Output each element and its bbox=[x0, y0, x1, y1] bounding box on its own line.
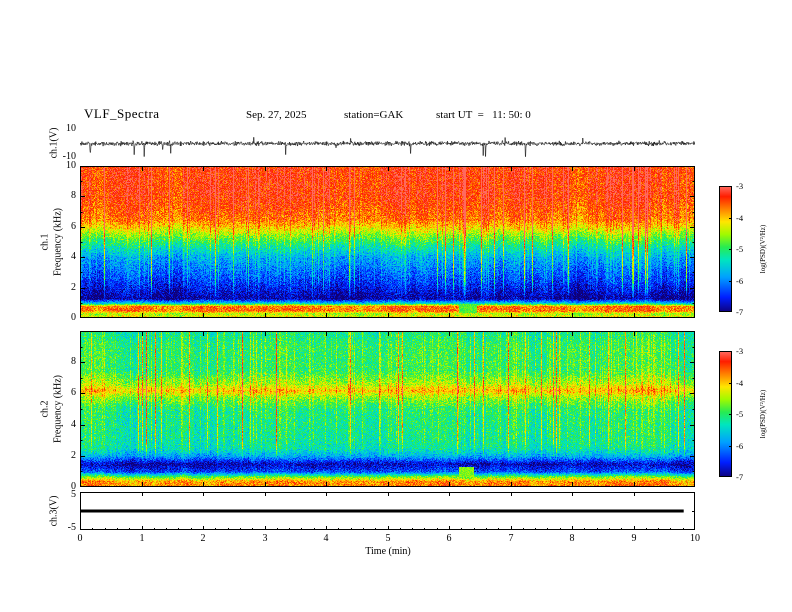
ch2-colorbar-title: log(PSD)(V²/Hz) bbox=[759, 389, 767, 439]
ch3-voltage-ytick-label: -5 bbox=[67, 522, 76, 533]
ch1-spectrogram-ytick-label: 10 bbox=[66, 160, 76, 171]
ch2-spectrogram-ytick-label: 8 bbox=[71, 356, 76, 367]
time-xtick-label: 10 bbox=[690, 533, 700, 544]
cb1-tick-label: -6 bbox=[736, 276, 744, 286]
cb2-tick-label: -5 bbox=[736, 409, 744, 419]
cb1-tick-label: -3 bbox=[736, 181, 744, 191]
time-xtick-label: 0 bbox=[77, 533, 83, 544]
ch2-spectrogram-ytick-label: 4 bbox=[71, 419, 76, 430]
ch1-waveform-canvas bbox=[80, 127, 695, 160]
cb1-tick-label: -7 bbox=[736, 307, 744, 317]
ch1-colorbar-canvas bbox=[719, 186, 732, 312]
ch1-voltage-ytick-label: -10 bbox=[62, 151, 76, 162]
time-xtick-label: 2 bbox=[200, 533, 206, 544]
time-xtick-label: 7 bbox=[508, 533, 514, 544]
ch1-spectrogram-ytick-label: 2 bbox=[71, 282, 76, 293]
cb1-tick-label: -4 bbox=[736, 213, 744, 223]
cb2-tick-label: -6 bbox=[736, 441, 744, 451]
ch2-spectrogram-ytick-label: 0 bbox=[71, 481, 76, 492]
time-axis-label: Time (min) bbox=[365, 546, 411, 557]
time-xtick-label: 3 bbox=[262, 533, 268, 544]
ch2-spectrogram-ytick-label: 2 bbox=[71, 450, 76, 461]
ch1-spectrogram-ytick-label: 6 bbox=[71, 221, 76, 232]
cb2-tick-label: -4 bbox=[736, 378, 744, 388]
time-xtick-label: 1 bbox=[139, 533, 145, 544]
ch1-frequency-axis-label: Frequency (kHz) bbox=[52, 207, 64, 277]
time-xtick-label: 4 bbox=[323, 533, 329, 544]
date-label: Sep. 27, 2025 bbox=[246, 109, 307, 121]
ch2-spectrogram-canvas bbox=[80, 331, 695, 487]
ch1-voltage-ytick-label: 10 bbox=[66, 123, 76, 134]
time-xtick-label: 9 bbox=[631, 533, 637, 544]
cb2-tick-label: -3 bbox=[736, 346, 744, 356]
ch1-spectrogram-ytick-label: 8 bbox=[71, 190, 76, 201]
ch1-channel-axis-label: ch.1 bbox=[39, 233, 51, 251]
time-xtick-label: 8 bbox=[569, 533, 575, 544]
ch2-spectrogram-ytick-label: 6 bbox=[71, 387, 76, 398]
ch3-voltage-ytick-label: 5 bbox=[71, 489, 76, 500]
ch3-line-canvas bbox=[80, 492, 695, 530]
plot-title: VLF_Spectra bbox=[84, 106, 160, 121]
ch1-colorbar-title: log(PSD)(V²/Hz) bbox=[759, 224, 767, 274]
cb1-tick-label: -5 bbox=[736, 244, 744, 254]
ch2-frequency-axis-label: Frequency (kHz) bbox=[52, 374, 64, 444]
ch2-colorbar-canvas bbox=[719, 351, 732, 477]
ch1-spectrogram-ytick-label: 0 bbox=[71, 312, 76, 323]
ch1-spectrogram-ytick-label: 4 bbox=[71, 251, 76, 262]
cb2-tick-label: -7 bbox=[736, 472, 744, 482]
ch1-spectrogram-canvas bbox=[80, 166, 695, 318]
ch2-channel-axis-label: ch.2 bbox=[39, 400, 51, 418]
time-xtick-label: 6 bbox=[446, 533, 452, 544]
station-label: station=GAK bbox=[344, 109, 404, 121]
time-xtick-label: 5 bbox=[385, 533, 391, 544]
start-ut-label: start UT = 11: 50: 0 bbox=[436, 109, 531, 121]
